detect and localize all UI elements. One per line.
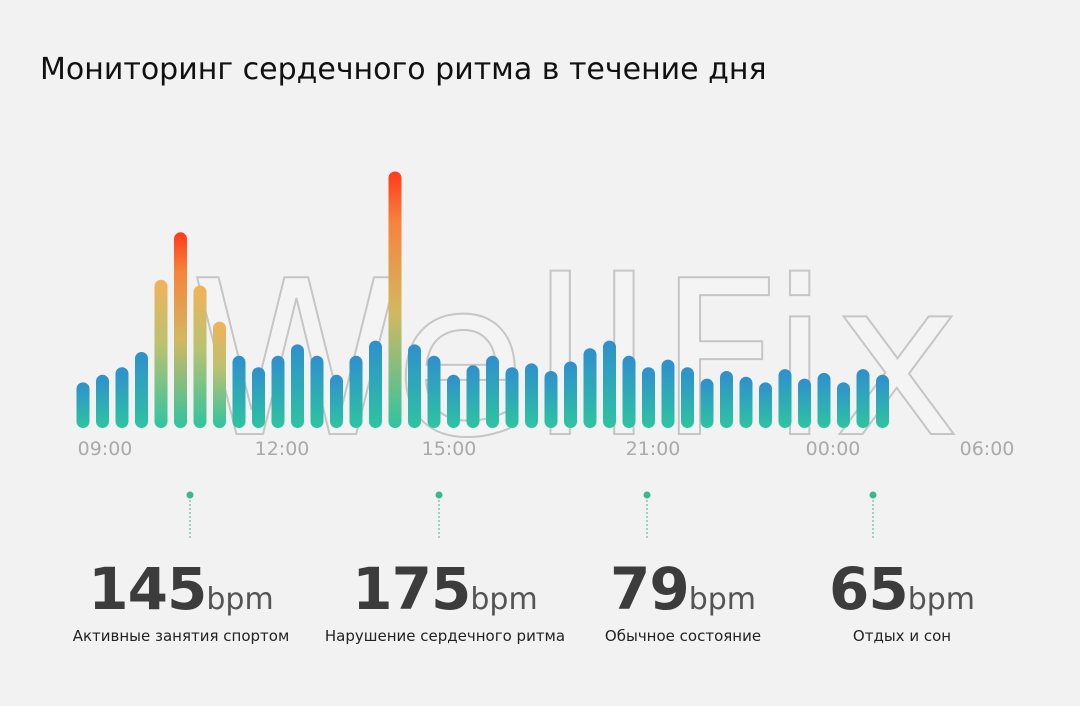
bar — [564, 361, 577, 428]
bar — [525, 363, 538, 428]
bar — [76, 382, 90, 428]
stat-label: Активные занятия спортом — [72, 627, 290, 645]
x-tick-label: 21:00 — [626, 438, 681, 460]
x-tick-label: 15:00 — [422, 438, 477, 460]
marker-dot — [643, 491, 651, 499]
bar — [310, 355, 324, 428]
x-tick-label: 06:00 — [960, 438, 1015, 460]
x-tick-label: 12:00 — [255, 438, 310, 460]
bar — [388, 171, 402, 428]
bar — [115, 367, 129, 428]
bar — [720, 371, 733, 428]
stat-value: 175 — [352, 555, 471, 623]
stat-value: 145 — [88, 555, 207, 623]
stat-label: Нарушение сердечного ритма — [324, 627, 566, 645]
bar — [349, 355, 363, 428]
bar — [778, 369, 792, 428]
bar — [466, 365, 480, 428]
x-tick-label: 09:00 — [78, 438, 133, 460]
bar — [817, 372, 831, 428]
bar — [252, 367, 265, 428]
stat-rest: 65bpm Отдых и сон — [762, 555, 1042, 645]
stat-label: Обычное состояние — [604, 627, 762, 645]
bar — [447, 374, 460, 428]
bar — [408, 344, 421, 428]
bar — [193, 285, 207, 428]
stat-label: Отдых и сон — [852, 627, 952, 645]
bar — [603, 340, 616, 428]
page-title: Мониторинг сердечного ритма в течение дн… — [40, 52, 767, 87]
bar — [759, 382, 772, 428]
stat-unit: bpm — [206, 582, 274, 617]
bar — [505, 367, 519, 428]
stat-normal: 79bpm Обычное состояние — [543, 555, 823, 645]
bar — [583, 348, 597, 428]
bar — [96, 374, 109, 428]
bar — [739, 376, 753, 428]
bar — [622, 355, 636, 428]
bar — [369, 340, 382, 428]
stat-arrhythmia: 175bpm Нарушение сердечного ритма — [305, 555, 585, 645]
bar — [271, 355, 285, 428]
bar — [154, 279, 168, 428]
bar — [700, 378, 714, 428]
stat-value: 79 — [609, 555, 690, 623]
bar — [642, 367, 655, 428]
marker-dot — [869, 491, 877, 499]
bar — [681, 367, 694, 428]
stat-unit: bpm — [470, 582, 538, 617]
stat-sport: 145bpm Активные занятия спортом — [41, 555, 321, 645]
bar — [486, 355, 499, 428]
bar — [213, 321, 226, 428]
bar — [232, 355, 246, 428]
bar — [798, 378, 811, 428]
bar — [661, 359, 675, 428]
marker-dot — [186, 491, 194, 499]
stat-unit: bpm — [907, 582, 976, 617]
bar — [837, 382, 850, 428]
stat-unit: bpm — [688, 582, 757, 617]
bar — [330, 374, 343, 428]
bar — [544, 371, 558, 428]
stat-value: 65 — [828, 555, 909, 623]
bar — [856, 369, 870, 428]
bar — [135, 352, 148, 428]
marker-dot — [435, 491, 443, 499]
x-tick-label: 00:00 — [806, 438, 861, 460]
bar — [174, 232, 187, 428]
bar — [427, 355, 441, 428]
bar — [291, 344, 304, 428]
bar — [876, 374, 889, 428]
